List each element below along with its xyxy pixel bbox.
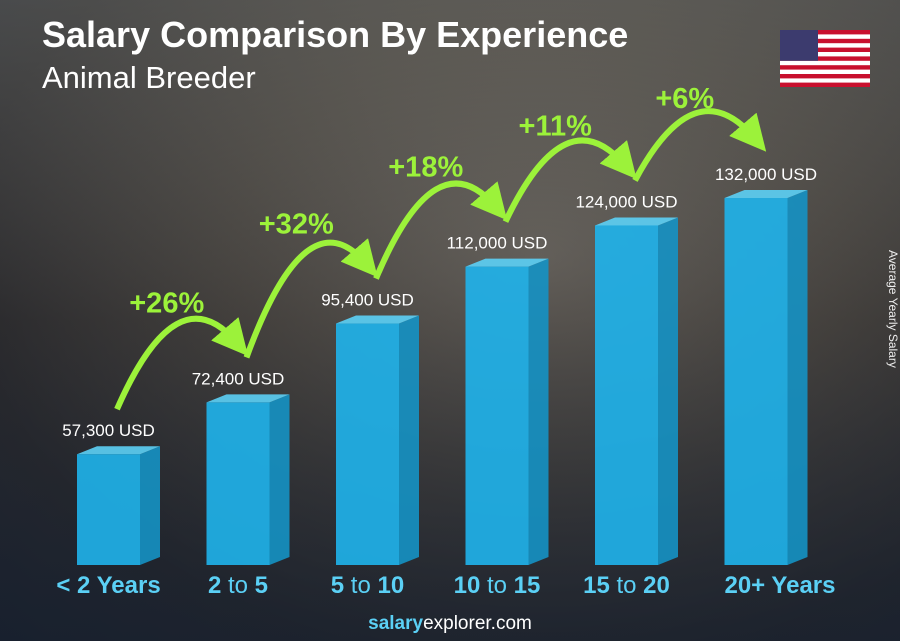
value-label: 95,400 USD xyxy=(321,291,414,310)
chart-title: Salary Comparison By Experience xyxy=(42,14,629,55)
bar-side xyxy=(399,315,419,565)
bar xyxy=(77,454,140,565)
bar-top xyxy=(77,446,160,455)
bar-top xyxy=(465,258,549,267)
chart-subtitle: Animal Breeder xyxy=(42,60,256,95)
brand-bold: salary xyxy=(368,613,424,634)
brand-rest: explorer.com xyxy=(423,613,532,634)
growth-label: +11% xyxy=(519,110,593,142)
bar-side xyxy=(140,446,160,565)
growth-arrow xyxy=(243,238,378,359)
growth-arrow xyxy=(373,180,508,280)
growth-arrow xyxy=(632,108,767,182)
value-label: 57,300 USD xyxy=(62,421,155,440)
bar xyxy=(595,225,658,565)
growth-label: +32% xyxy=(259,209,334,241)
category-label: 10 to 15 xyxy=(454,572,541,599)
bar xyxy=(465,266,529,565)
value-label: 124,000 USD xyxy=(575,192,677,211)
bar-top xyxy=(206,394,290,403)
us-flag-icon xyxy=(780,30,870,87)
footer-brand[interactable]: salaryexplorer.com xyxy=(0,613,900,635)
bar xyxy=(206,402,270,565)
value-label: 112,000 USD xyxy=(447,234,548,253)
bar xyxy=(336,323,399,565)
bar-top xyxy=(595,217,678,226)
bar-top xyxy=(336,315,419,324)
bar-side xyxy=(528,258,549,565)
growth-arrow xyxy=(114,315,249,411)
y-axis-label: Average Yearly Salary xyxy=(886,250,900,368)
growth-label: +6% xyxy=(655,83,714,115)
bar xyxy=(724,198,788,565)
growth-arrow xyxy=(502,137,637,223)
bar-side xyxy=(658,217,678,565)
growth-label: +26% xyxy=(129,287,204,319)
bar-side xyxy=(787,190,808,565)
bar-top xyxy=(724,190,808,198)
growth-label: +18% xyxy=(388,152,463,184)
category-label: < 2 Years xyxy=(56,572,160,599)
category-label: 5 to 10 xyxy=(331,572,404,599)
category-label: 20+ Years xyxy=(724,572,835,599)
bar-side xyxy=(269,394,290,565)
value-label: 72,400 USD xyxy=(192,369,285,388)
value-label: 132,000 USD xyxy=(715,165,817,184)
category-label: 15 to 20 xyxy=(583,572,670,599)
category-label: 2 to 5 xyxy=(208,572,268,599)
